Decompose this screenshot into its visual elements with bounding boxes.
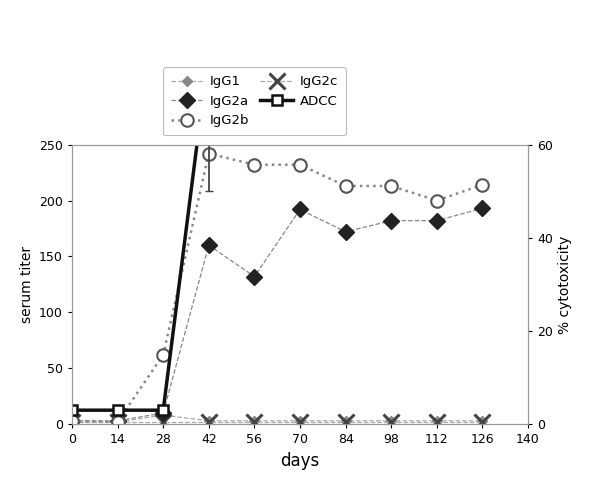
- X-axis label: days: days: [280, 452, 320, 470]
- Y-axis label: % cytotoxicity: % cytotoxicity: [559, 235, 572, 334]
- Legend: IgG1, IgG2a, IgG2b, IgG2c, ADCC: IgG1, IgG2a, IgG2b, IgG2c, ADCC: [163, 67, 346, 135]
- Y-axis label: serum titer: serum titer: [20, 246, 34, 323]
